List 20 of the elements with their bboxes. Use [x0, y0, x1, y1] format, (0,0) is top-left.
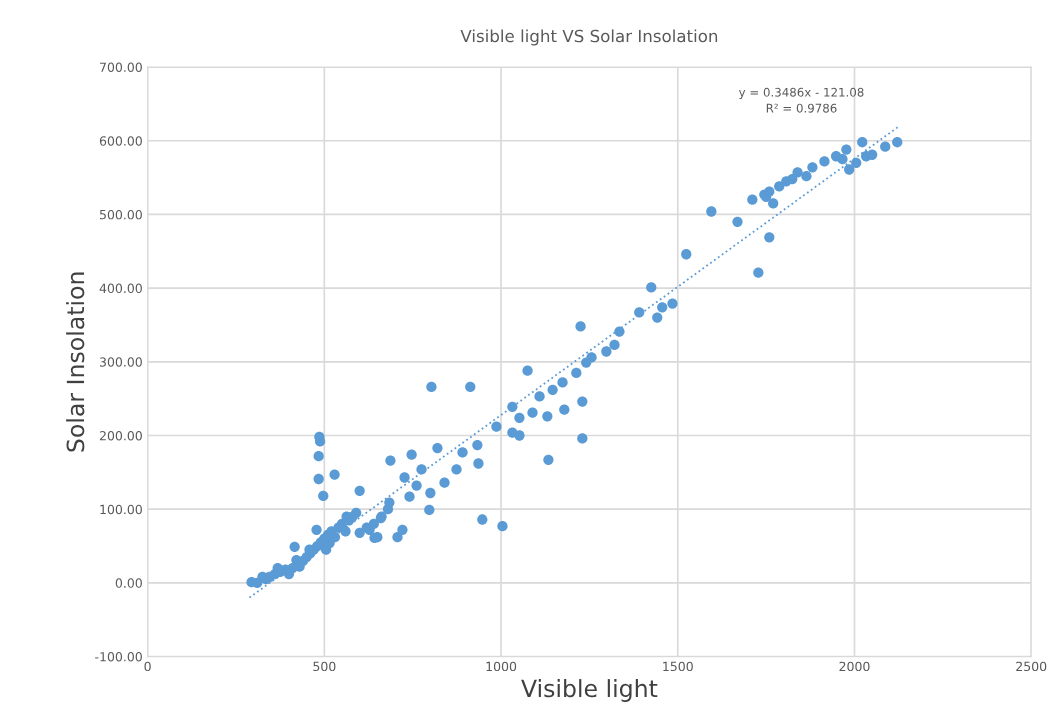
y-tick-label: 0.00 [115, 578, 142, 588]
y-axis-title: Solar Insolation [66, 272, 85, 452]
y-tick-label: 600.00 [99, 136, 142, 146]
y-tick-label: 200.00 [99, 430, 142, 441]
x-tick-label: 2000 [839, 661, 870, 672]
x-axis-title: Visible light [521, 679, 658, 702]
y-tick-label: -100.00 [95, 652, 142, 662]
chart-title: Visible light VS Solar Insolation [460, 29, 718, 46]
x-tick-label: 1500 [663, 661, 693, 672]
annotation: R² = 0.9786 [766, 103, 837, 113]
x-tick-label: 500 [313, 661, 336, 672]
y-tick-label: 300.00 [99, 357, 142, 367]
y-tick-label: 400.00 [99, 283, 142, 294]
y-tick-label: 700.00 [100, 62, 142, 72]
annotation: y = 0.3486x - 121.08 [738, 87, 864, 99]
x-tick-label: 1000 [486, 661, 517, 672]
y-tick-label: 500.00 [99, 209, 142, 220]
x-tick-label: 2500 [1016, 661, 1047, 672]
x-tick-label: 0 [144, 661, 151, 672]
y-tick-label: 100.00 [100, 504, 142, 515]
